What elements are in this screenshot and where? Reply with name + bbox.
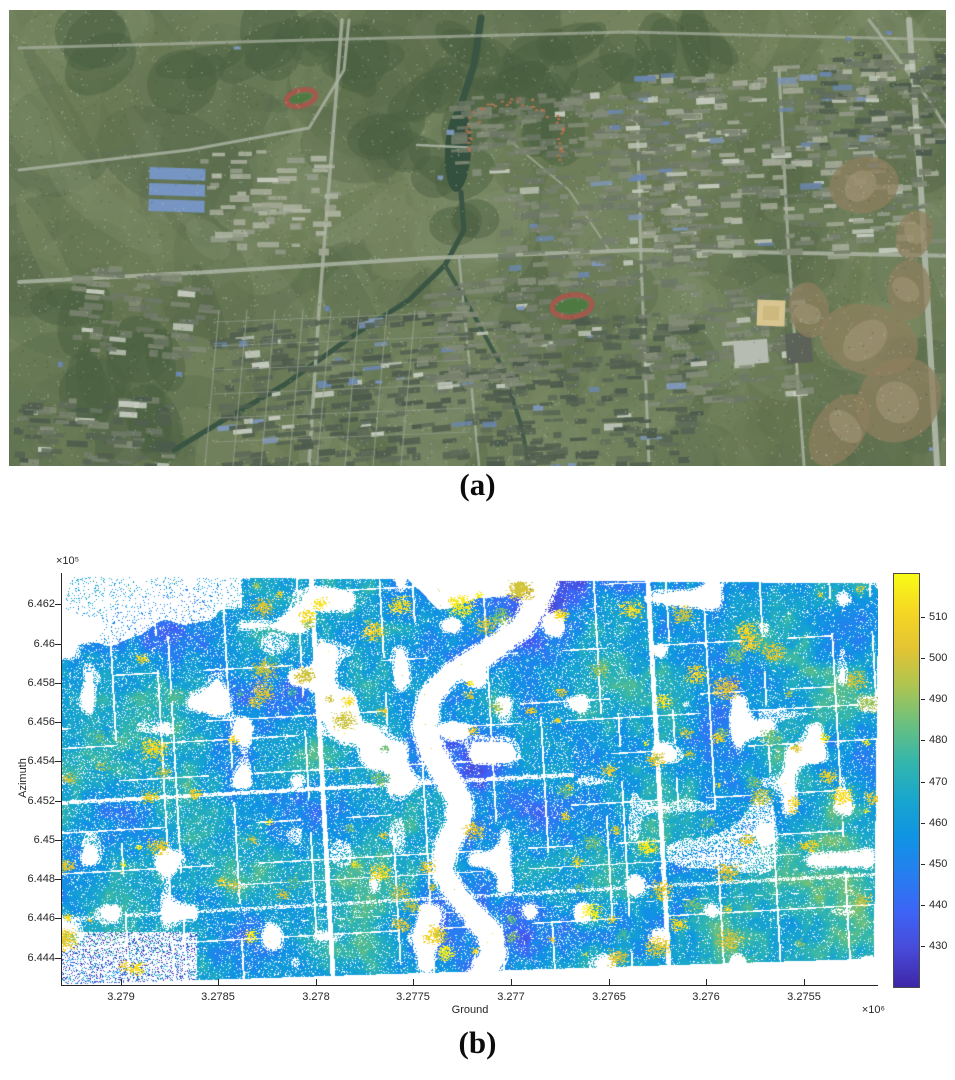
colorbar-tick-label: 450 [929, 858, 948, 870]
colorbar-tick-mark [921, 699, 925, 700]
colorbar-tick-label: 460 [929, 817, 948, 829]
y-tick-mark [55, 644, 61, 645]
y-tick-mark [55, 722, 61, 723]
y-tick-mark [55, 683, 61, 684]
x-axis-label: Ground [451, 1004, 489, 1016]
colorbar-tick-label: 500 [929, 652, 948, 664]
x-tick-mark [316, 979, 317, 985]
y-tick-label: 6.452 [27, 795, 55, 807]
x-tick-label: 3.2785 [201, 991, 235, 1003]
y-tick-label: 6.456 [27, 716, 55, 728]
colorbar-tick-label: 490 [929, 693, 948, 705]
y-tick-mark [55, 879, 61, 880]
caption-a: (a) [459, 467, 496, 502]
y-tick-label: 6.462 [27, 598, 55, 610]
y-tick-label: 6.454 [27, 755, 55, 767]
y-axis-line [61, 573, 62, 986]
y-tick-label: 6.46 [33, 638, 55, 650]
colorbar-tick-label: 480 [929, 734, 948, 746]
y-tick-mark [55, 840, 61, 841]
y-tick-label: 6.444 [27, 952, 55, 964]
y-tick-mark [55, 918, 61, 919]
x-tick-label: 3.2775 [396, 991, 430, 1003]
y-tick-label: 6.446 [27, 912, 55, 924]
y-tick-mark [55, 761, 61, 762]
x-tick-mark [218, 979, 219, 985]
x-tick-mark [413, 979, 414, 985]
x-tick-label: 3.276 [692, 991, 720, 1003]
colorbar-tick-label: 510 [929, 611, 948, 623]
colorbar-tick-label: 440 [929, 899, 948, 911]
y-tick-mark [55, 604, 61, 605]
x-tick-mark [609, 979, 610, 985]
y-tick-label: 6.45 [33, 834, 55, 846]
y-tick-mark [55, 801, 61, 802]
x-tick-label: 3.279 [107, 991, 135, 1003]
y-tick-label: 6.448 [27, 873, 55, 885]
point-cloud-canvas [62, 573, 878, 986]
colorbar-tick-mark [921, 905, 925, 906]
colorbar-tick-label: 430 [929, 940, 948, 952]
y-axis-exponent: ×10⁵ [56, 555, 80, 567]
colorbar-tick-mark [921, 782, 925, 783]
colorbar-tick-mark [921, 617, 925, 618]
y-tick-label: 6.458 [27, 677, 55, 689]
x-tick-label: 3.2765 [592, 991, 626, 1003]
x-tick-mark [804, 979, 805, 985]
x-axis-exponent: ×10⁶ [861, 1004, 885, 1016]
satellite-image-canvas [9, 10, 946, 466]
x-tick-mark [121, 979, 122, 985]
colorbar-tick-mark [921, 864, 925, 865]
colorbar-tick-mark [921, 823, 925, 824]
colorbar [893, 573, 920, 988]
x-axis-line [61, 985, 878, 986]
colorbar-tick-mark [921, 740, 925, 741]
y-axis-label: Azimuth [17, 758, 29, 798]
y-tick-mark [55, 958, 61, 959]
x-tick-mark [511, 979, 512, 985]
x-tick-label: 3.2755 [787, 991, 821, 1003]
colorbar-tick-label: 470 [929, 776, 948, 788]
x-tick-mark [706, 979, 707, 985]
x-tick-label: 3.278 [302, 991, 330, 1003]
colorbar-tick-mark [921, 658, 925, 659]
caption-b: (b) [458, 1025, 497, 1060]
x-tick-label: 3.277 [497, 991, 525, 1003]
colorbar-tick-mark [921, 946, 925, 947]
